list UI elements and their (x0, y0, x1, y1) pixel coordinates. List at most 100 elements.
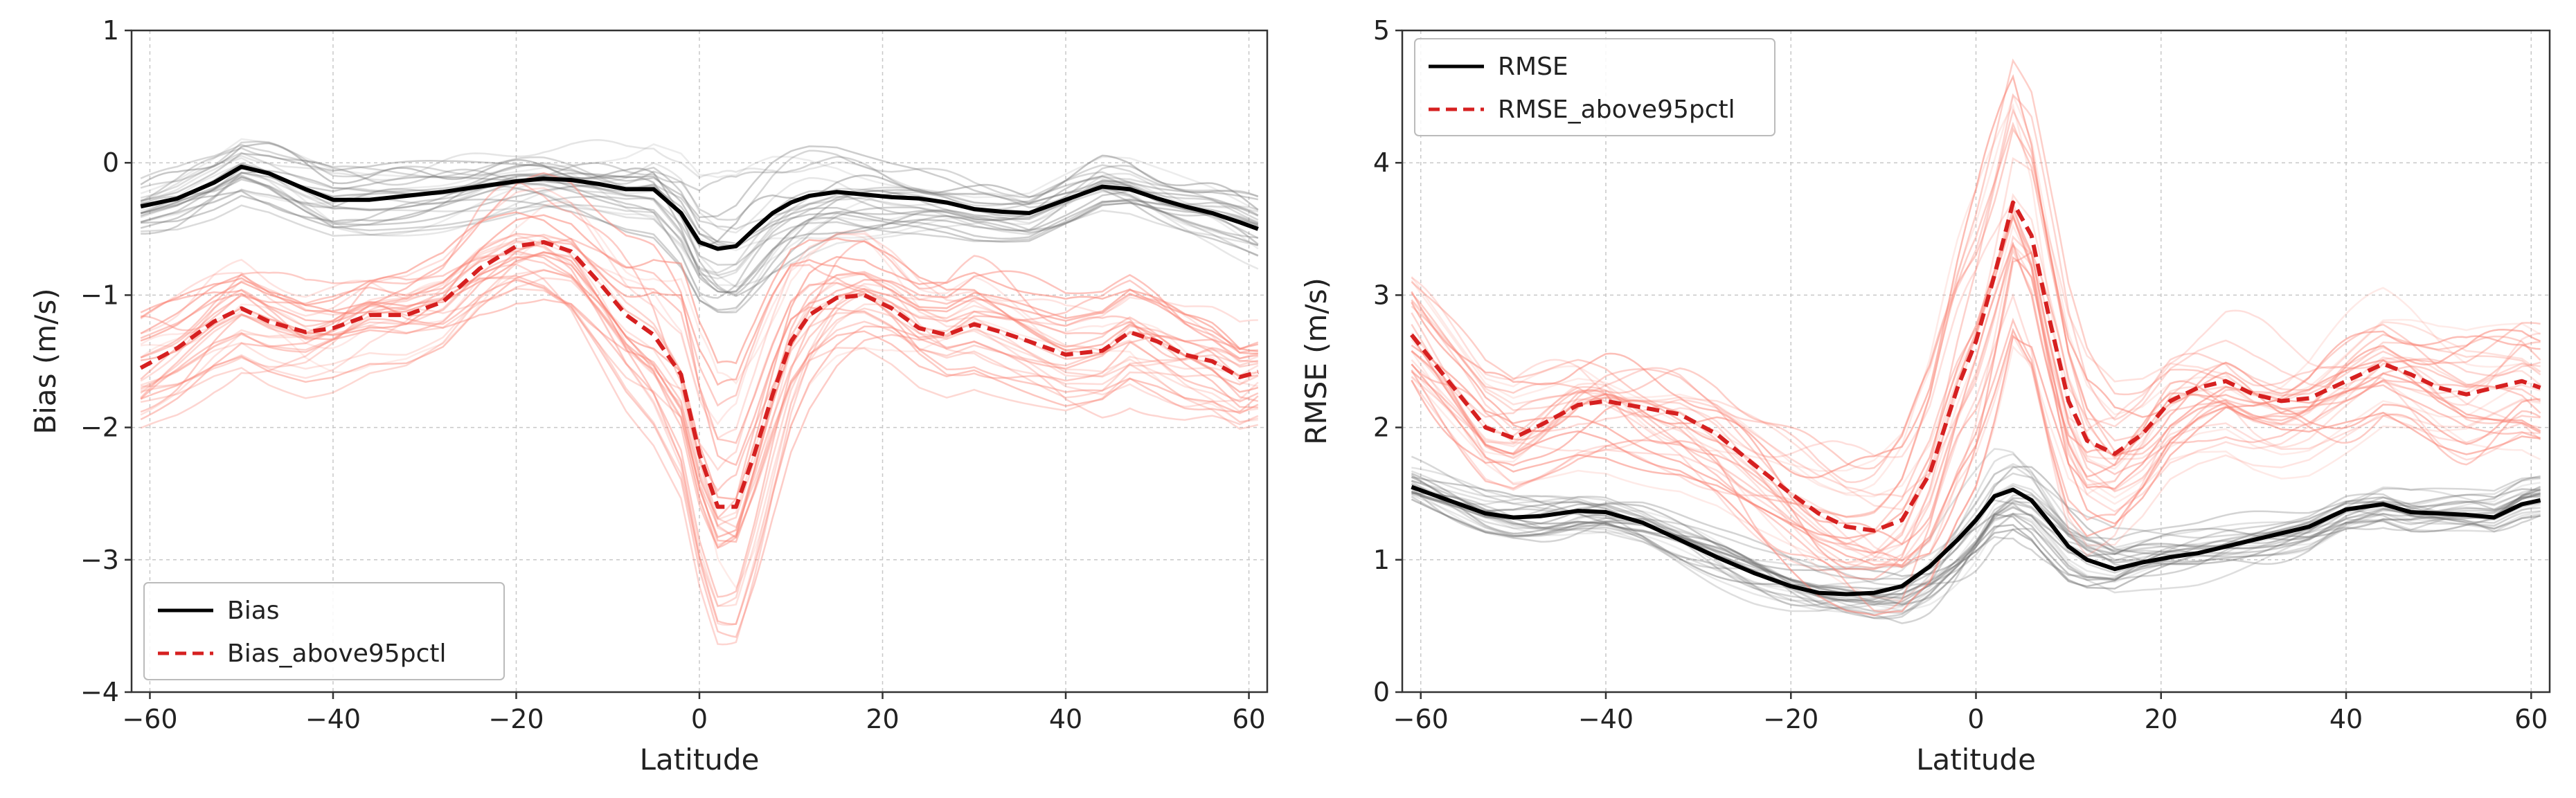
bias-y-tick-label: −4 (80, 677, 119, 707)
ensemble-member-line (1411, 332, 2541, 567)
ensemble-member-line (1411, 487, 2541, 624)
ensemble-member-line (140, 174, 1259, 299)
rmse-x-tick-label: −40 (1578, 704, 1634, 734)
rmse-series-lines (1410, 200, 2541, 597)
ensemble-member-line (1411, 448, 2541, 589)
rmse-x-tick-label: 20 (2145, 704, 2178, 734)
ensemble-member-line (1411, 498, 2541, 597)
ensemble-member-line (140, 163, 1259, 287)
ensemble-member-line (140, 241, 1259, 547)
ensemble-member-line (1411, 293, 2541, 562)
ensemble-member-line (140, 171, 1259, 280)
ensemble-member-line (140, 143, 1259, 230)
ensemble-member-line (141, 176, 1259, 245)
rmse-chart-panel: −60 −40 −20 0 20 40 60 0 1 2 3 4 5 Latitude RMSE (m… (1299, 15, 2551, 777)
ensemble-member-line (1411, 92, 2541, 472)
ensemble-member-line (140, 138, 1259, 210)
bias-x-tick-label: 0 (691, 704, 708, 734)
ensemble-member-line (1411, 487, 2541, 596)
ensemble-member-line (140, 233, 1259, 538)
ensemble-member-line (1411, 476, 2541, 606)
ensemble-member-line (1411, 244, 2541, 569)
ensemble-member-line (141, 234, 1259, 626)
rmse-x-tick-label: 60 (2514, 704, 2548, 734)
rmse-x-ticks: −60 −40 −20 0 20 40 60 (1393, 692, 2548, 734)
bias-legend: Bias Bias_above95pctl (143, 582, 505, 680)
rmse-x-axis-label: Latitude (1916, 743, 2036, 777)
bias-x-ticks: −60 −40 −20 0 20 40 60 (122, 692, 1266, 734)
ensemble-member-line (140, 187, 1258, 440)
bias-legend-label-bias-above95pctl: Bias_above95pctl (227, 640, 446, 668)
ensemble-member-line (1411, 108, 2541, 554)
rmse-x-tick-label: −20 (1763, 704, 1818, 734)
ensemble-member-line (140, 269, 1258, 520)
ensemble-member-line (141, 214, 1259, 393)
rmse-ensemble-red (1411, 58, 2541, 617)
bias-chart-panel: −60 −40 −20 0 20 40 60 −4 −3 −2 −1 0 1 Latitude Bia… (28, 15, 1269, 777)
rmse-x-tick-label: 0 (1967, 704, 1984, 734)
rmse-series-mean-line (1411, 484, 2541, 597)
ensemble-member-line (140, 174, 1259, 293)
ensemble-member-line (140, 229, 1259, 426)
ensemble-member-line (1411, 491, 2541, 601)
ensemble-member-line (140, 170, 1259, 311)
bias-y-ticks: −4 −3 −2 −1 0 1 (80, 15, 132, 707)
rmse-y-tick-label: 2 (1373, 412, 1390, 443)
ensemble-member-line (140, 239, 1259, 607)
bias-y-tick-label: 1 (102, 15, 119, 46)
rmse-y-tick-label: 0 (1373, 677, 1390, 707)
ensemble-member-line (140, 239, 1259, 444)
bias-x-axis-label: Latitude (640, 743, 760, 777)
ensemble-member-line (140, 263, 1259, 646)
bias-x-tick-label: −40 (305, 704, 361, 734)
ensemble-member-line (140, 251, 1258, 500)
ensemble-member-line (1411, 495, 2541, 619)
ensemble-member-line (1411, 206, 2541, 581)
bias-series-mean-line (140, 164, 1259, 251)
ensemble-member-line (140, 279, 1259, 520)
rmse-y-tick-label: 5 (1373, 15, 1390, 46)
bias-y-tick-label: −1 (80, 280, 119, 310)
bias-x-tick-label: −60 (122, 704, 177, 734)
ensemble-member-line (140, 254, 1259, 538)
rmse-y-ticks: 0 1 2 3 4 5 (1373, 15, 1402, 707)
ensemble-member-line (140, 138, 1259, 212)
ensemble-member-line (1411, 214, 2541, 545)
ensemble-member-line (140, 237, 1258, 407)
bias-legend-label-bias: Bias (227, 597, 280, 625)
bias-x-tick-label: 60 (1232, 704, 1265, 734)
ensemble-member-line (1411, 480, 2541, 615)
bias-y-tick-label: 0 (102, 147, 119, 178)
ensemble-member-line (1411, 127, 2541, 470)
rmse-y-axis-label: RMSE (m/s) (1299, 278, 1333, 445)
ensemble-member-line (1411, 455, 2541, 586)
ensemble-member-line (140, 142, 1259, 247)
ensemble-member-line (1411, 103, 2541, 495)
ensemble-member-line (1411, 493, 2541, 613)
ensemble-member-line (141, 188, 1259, 277)
ensemble-member-line (1411, 74, 2541, 479)
ensemble-member-line (140, 293, 1259, 598)
ensemble-member-line (140, 156, 1259, 234)
ensemble-member-line (141, 172, 1259, 248)
ensemble-member-line (1411, 463, 2541, 599)
bias-x-tick-label: 20 (866, 704, 899, 734)
bias-legend-box (143, 582, 505, 680)
ensemble-member-line (1411, 491, 2541, 606)
ensemble-member-line (140, 233, 1258, 626)
ensemble-member-line (1411, 212, 2541, 540)
bias-series-above95pctl-line (139, 239, 1259, 509)
ensemble-member-line (1411, 345, 2541, 603)
ensemble-member-line (1411, 251, 2541, 613)
ensemble-member-line (140, 255, 1258, 549)
ensemble-member-line (140, 174, 1259, 266)
ensemble-member-line (140, 250, 1259, 550)
ensemble-member-line (140, 152, 1259, 274)
rmse-x-tick-label: 40 (2329, 704, 2363, 734)
ensemble-member-line (140, 211, 1258, 386)
ensemble-member-line (1411, 334, 2541, 617)
ensemble-member-line (1411, 480, 2541, 605)
ensemble-member-line (1411, 241, 2541, 545)
ensemble-member-line (140, 287, 1259, 608)
